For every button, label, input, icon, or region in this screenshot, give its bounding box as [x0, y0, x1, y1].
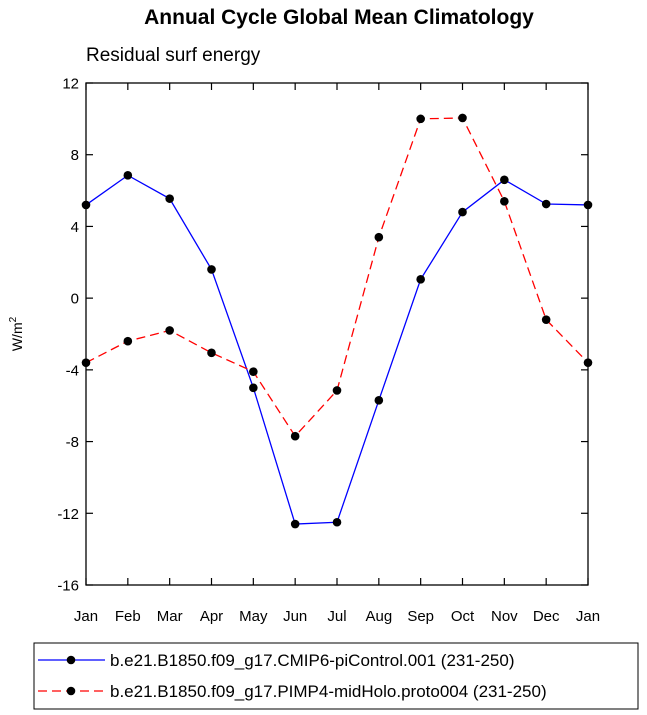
x-axis: Jan Feb Mar Apr May Jun Jul Aug Sep Oct Nov Dec Jan — [74, 83, 600, 625]
chart-subtitle: Residual surf energy — [86, 45, 261, 66]
series-line-1 — [85, 174, 589, 525]
y-tick-label: -4 — [66, 362, 79, 379]
x-tick-label: Nov — [491, 608, 518, 625]
series-1-point — [123, 171, 133, 180]
x-tick-label: May — [239, 608, 268, 625]
y-tick-label: 12 — [62, 76, 79, 93]
x-tick-label: Apr — [200, 608, 223, 625]
series-1-point — [374, 396, 384, 405]
series-2-point — [290, 431, 300, 441]
x-tick-label: Jan — [576, 608, 600, 625]
series-2-point — [332, 386, 342, 395]
y-tick-label: -8 — [66, 434, 79, 451]
series-1-point — [416, 275, 425, 284]
y-tick-label: -12 — [57, 506, 79, 523]
series-1-point — [500, 175, 509, 185]
series-2-point — [541, 315, 551, 324]
series-2-point — [458, 113, 467, 123]
series-1-point — [583, 200, 593, 210]
x-tick-label: Aug — [365, 608, 392, 625]
series-2-point — [207, 348, 216, 358]
series-1-point — [249, 383, 258, 393]
y-axis-label-text: W/m — [9, 322, 25, 351]
series-layer — [81, 113, 593, 529]
x-tick-label: Mar — [157, 608, 183, 625]
y-tick-label: 0 — [71, 291, 79, 308]
series-2-point — [81, 358, 91, 367]
y-axis-label: W/m2 — [8, 316, 25, 351]
series-2-point — [374, 232, 384, 242]
legend-label-2: b.e21.B1850.f09_g17.PIMP4-midHolo.proto0… — [110, 682, 547, 701]
series-1-point — [81, 200, 91, 210]
series-2-point — [500, 197, 509, 206]
x-tick-label: Sep — [407, 608, 434, 625]
series-2-point — [416, 114, 425, 124]
y-axis-label-superscript: 2 — [8, 316, 19, 322]
x-tick-label: Dec — [533, 608, 560, 625]
series-1-point — [165, 194, 174, 203]
series-1-point — [332, 517, 342, 527]
y-tick-label: 4 — [71, 219, 79, 236]
y-tick-label: 8 — [71, 147, 79, 164]
legend: b.e21.B1850.f09_g17.CMIP6-piControl.001 … — [38, 651, 547, 701]
x-tick-label: Jun — [283, 608, 307, 625]
legend-marker-2 — [66, 686, 76, 696]
series-2-point — [583, 358, 593, 367]
series-2-point — [123, 336, 133, 346]
x-tick-label: Oct — [451, 608, 475, 625]
series-2-point — [249, 367, 258, 376]
x-tick-label: Jan — [74, 608, 98, 625]
legend-box — [33, 642, 639, 710]
x-tick-label: Feb — [115, 608, 141, 625]
legend-marker-1 — [66, 655, 76, 665]
chart-title: Annual Cycle Global Mean Climatology — [144, 6, 534, 29]
legend-label-1: b.e21.B1850.f09_g17.CMIP6-piControl.001 … — [110, 651, 515, 670]
series-1-point — [290, 519, 300, 529]
series-2-point — [165, 326, 174, 335]
y-axis: -16 -12 -8 -4 0 4 8 12 — [57, 76, 588, 595]
x-tick-label: Jul — [327, 608, 346, 625]
series-1-point — [207, 265, 216, 274]
series-1-point — [541, 199, 551, 209]
plot-frame — [85, 82, 589, 586]
y-tick-label: -16 — [57, 578, 79, 595]
series-1-point — [458, 207, 467, 217]
